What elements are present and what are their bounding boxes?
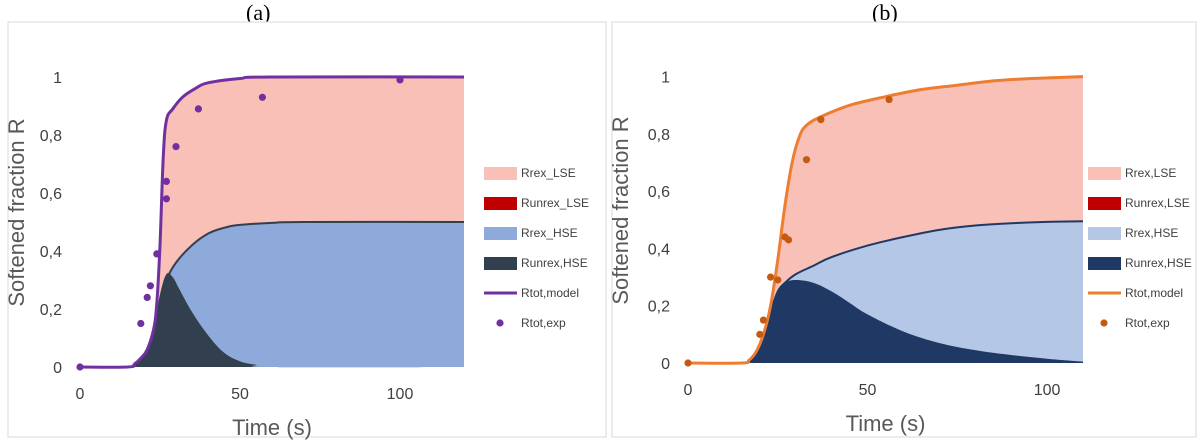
- chart-b-ytick-label: 0,4: [648, 241, 670, 258]
- chart-a-ytick-label: 0,2: [40, 302, 62, 319]
- chart-b-point-rtot-exp: [759, 316, 768, 324]
- chart-a-area-rrex-hse: [80, 221, 464, 368]
- chart-a-legend-label: Rtot,model: [521, 286, 579, 300]
- chart-b-area-rrex-hse: [688, 221, 1083, 364]
- chart-a-legend-label: Rrex_LSE: [521, 166, 576, 180]
- chart-a-point-rtot-exp: [162, 195, 170, 203]
- chart-b-legend-swatch: [1088, 257, 1121, 270]
- chart-a-legend-swatch: [484, 227, 517, 240]
- chart-b-legend-label: Rtot,model: [1125, 286, 1183, 300]
- chart-b-area-rrex-lse: [688, 76, 1083, 364]
- chart-a-xtick-label: 100: [387, 386, 414, 403]
- chart-a-legend-label: Rrex_HSE: [521, 226, 578, 240]
- chart-b-legend-swatch: [1088, 167, 1121, 180]
- chart-a-ytick-label: 0: [53, 360, 62, 377]
- chart-a-ytick-label: 0,4: [40, 244, 62, 261]
- chart-a-point-rtot-exp: [172, 143, 180, 151]
- chart-a-x-axis-title: Time (s): [232, 415, 312, 440]
- chart-a-legend-label: Runrex,HSE: [521, 256, 588, 270]
- chart-a-legend-swatch: [496, 319, 504, 327]
- chart-b-xtick-label: 50: [859, 382, 877, 399]
- chart-b-point-rtot-exp: [784, 236, 793, 244]
- chart-b-legend-swatch: [1100, 319, 1108, 327]
- chart-a-legend-label: Runrex_LSE: [521, 196, 589, 210]
- chart-b-area-runrex-hse: [688, 279, 1083, 364]
- chart-b-legend-label: Runrex,HSE: [1125, 256, 1192, 270]
- chart-b-ytick-label: 0,8: [648, 127, 670, 144]
- chart-a-point-rtot-exp: [396, 76, 404, 84]
- chart-a-point-rtot-exp: [143, 293, 151, 301]
- chart-b-point-rtot-exp: [774, 276, 782, 284]
- chart-a-point-rtot-exp: [76, 363, 84, 371]
- chart-a-point-rtot-exp: [137, 319, 145, 328]
- chart-a-ytick-label: 0,8: [40, 128, 62, 145]
- chart-b-point-rtot-exp: [885, 95, 893, 104]
- chart-a-legend-swatch: [484, 257, 517, 270]
- chart-a-y-axis-title: Softened fraction R: [4, 118, 29, 306]
- chart-b-xtick-label: 100: [1034, 382, 1061, 399]
- chart-a-point-rtot-exp: [194, 105, 202, 113]
- chart-a-point-rtot-exp: [153, 250, 161, 258]
- panel-label-b: (b): [872, 0, 898, 25]
- chart-a-group: 0 0,2 0,4 0,6 0,8 1 0 50 100 Time (s) Softened fra…: [4, 21, 607, 440]
- chart-b-point-rtot-exp: [766, 273, 775, 281]
- chart-b-legend-label: Runrex,LSE: [1125, 196, 1190, 210]
- chart-a-point-rtot-exp: [258, 93, 266, 101]
- chart-a-ytick-label: 0,6: [40, 186, 62, 203]
- chart-b-legend-label: Rrex,LSE: [1125, 166, 1176, 180]
- chart-a-legend-swatch: [484, 197, 517, 210]
- chart-b-group: 0 0,2 0,4 0,6 0,8 1 0 50 100 Time (s) Softened fra…: [608, 21, 1197, 438]
- chart-b-ytick-label: 0,2: [648, 299, 670, 316]
- chart-b-legend-swatch: [1088, 227, 1121, 240]
- chart-b-point-rtot-exp: [684, 359, 692, 367]
- chart-b-point-rtot-exp: [756, 330, 764, 338]
- chart-b-line-rtot-model: [687, 75, 1084, 365]
- chart-b-point-rtot-exp: [802, 156, 811, 164]
- chart-a-area-runrex-hse: [80, 272, 464, 368]
- chart-a-ytick-label: 1: [53, 70, 62, 87]
- chart-b-ytick-label: 1: [661, 70, 670, 87]
- panel-label-a: (a): [246, 0, 271, 25]
- chart-a-point-rtot-exp: [162, 177, 170, 185]
- chart-b-y-axis-title: Softened fraction R: [608, 116, 633, 304]
- chart-b-legend-label: Rtot,exp: [1125, 316, 1170, 330]
- chart-b-legend-label: Rrex,HSE: [1125, 226, 1178, 240]
- chart-a-line-rtot-model: [79, 75, 465, 369]
- chart-a-legend-swatch: [484, 167, 517, 180]
- chart-b-point-rtot-exp: [817, 115, 825, 124]
- chart-b-xtick-label: 0: [684, 382, 693, 399]
- chart-b-ytick-label: 0,6: [648, 184, 670, 201]
- chart-b-x-axis-title: Time (s): [846, 411, 926, 436]
- chart-b-ytick-label: 0: [661, 356, 670, 373]
- chart-b-legend-swatch: [1088, 197, 1121, 210]
- chart-a-xtick-label: 0: [76, 386, 85, 403]
- chart-a-legend-label: Rtot,exp: [521, 316, 566, 330]
- chart-a-xtick-label: 50: [231, 386, 249, 403]
- chart-a-point-rtot-exp: [146, 282, 154, 290]
